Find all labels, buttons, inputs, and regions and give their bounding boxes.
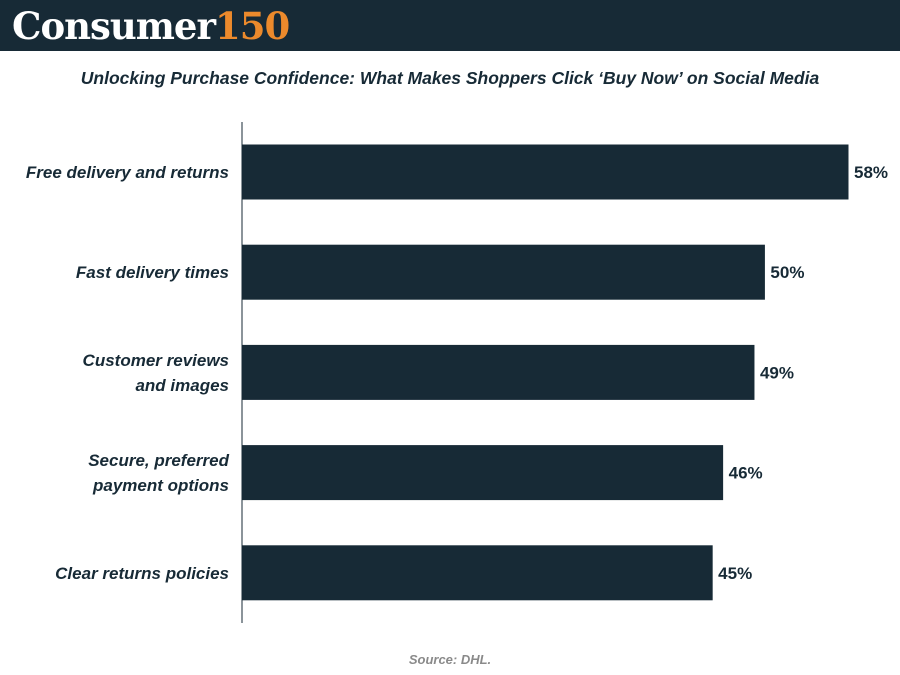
category-label-5: Clear returns policies	[55, 564, 229, 583]
category-label-line: Secure, preferred	[88, 451, 229, 470]
category-label-2: Fast delivery times	[76, 263, 229, 282]
bar-3	[242, 344, 755, 400]
value-label-4: 46%	[729, 464, 763, 483]
category-label-line: and images	[135, 376, 229, 395]
brand-logo: Consumer150	[12, 2, 290, 50]
category-label-1: Free delivery and returns	[26, 163, 229, 182]
category-label-4: Secure, preferred payment options	[88, 451, 229, 495]
category-label-line: Clear returns policies	[55, 564, 229, 583]
source-note: Source: DHL.	[408, 652, 492, 667]
category-label-line: Free delivery and returns	[26, 163, 229, 182]
bar-5	[242, 545, 713, 601]
bar-1	[242, 144, 849, 200]
bar-4	[242, 445, 724, 501]
category-label-3: Customer reviews and images	[83, 351, 229, 395]
value-label-3: 49%	[760, 363, 794, 382]
header-bar: Consumer150	[0, 0, 900, 51]
brand-word: Consumer	[12, 4, 216, 48]
value-label-5: 45%	[718, 564, 752, 583]
brand-number: 150	[214, 4, 290, 48]
value-label-2: 50%	[770, 263, 804, 282]
category-label-line: Customer reviews	[83, 351, 229, 370]
chart-title: Unlocking Purchase Confidence: What Make…	[80, 68, 820, 88]
category-label-line: Fast delivery times	[76, 263, 229, 282]
bar-2	[242, 244, 765, 300]
category-label-line: payment options	[92, 476, 229, 495]
value-label-1: 58%	[854, 163, 888, 182]
